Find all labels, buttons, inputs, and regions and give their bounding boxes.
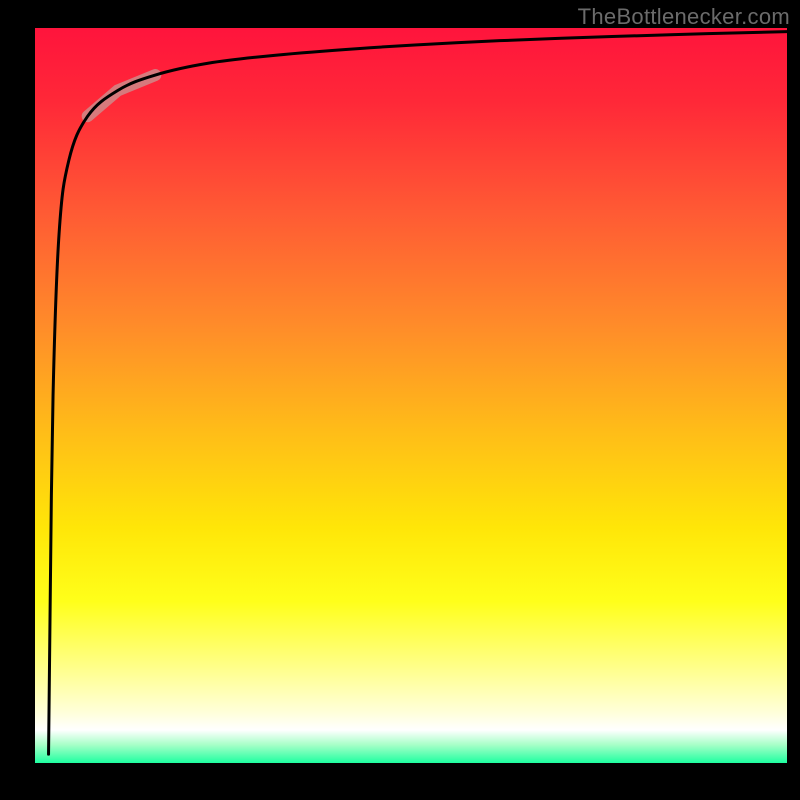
curve-highlight [88,75,156,116]
plot-area [35,28,787,763]
bottleneck-curve [49,32,787,755]
curve-layer [35,28,787,763]
watermark-text: TheBottlenecker.com [578,4,790,30]
chart-container: TheBottlenecker.com [0,0,800,800]
